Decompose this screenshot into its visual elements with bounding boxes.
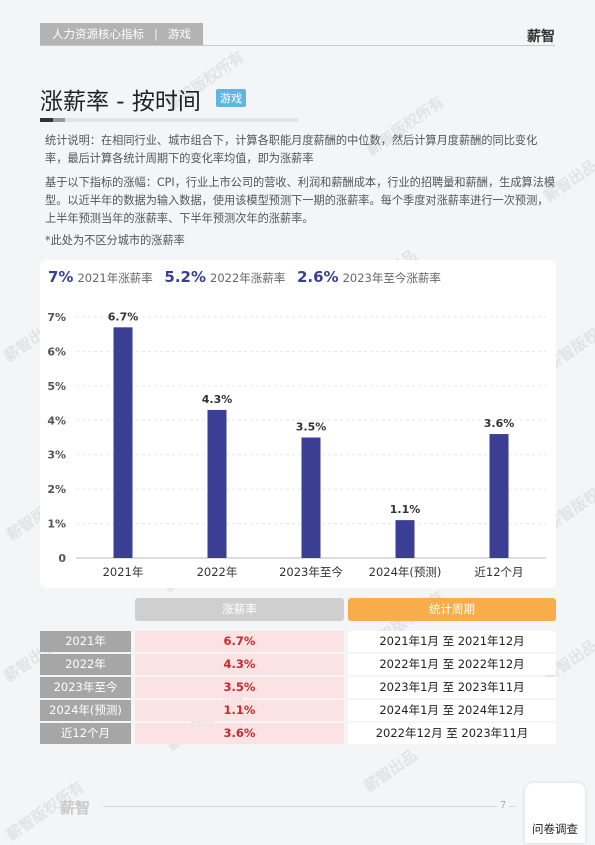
y-tick-label: 2% — [47, 483, 66, 496]
row-rate: 6.7% — [135, 631, 344, 652]
row-rate: 3.6% — [135, 723, 344, 744]
brand-logo: 薪智 — [527, 29, 555, 45]
summary-value: 5.2% — [164, 268, 207, 286]
header-divider — [40, 45, 555, 46]
y-tick-label: 6% — [47, 345, 66, 358]
row-rate: 4.3% — [135, 654, 344, 675]
summary-label: 2023年至今涨薪率 — [342, 271, 441, 285]
y-tick-label: 3% — [47, 449, 66, 462]
bar — [395, 520, 415, 558]
breadcrumb: 人力资源核心指标 | 游戏 — [40, 23, 203, 45]
row-period: 2022年1月 至 2022年12月 — [348, 654, 556, 675]
bar — [489, 434, 509, 558]
bar-value-label: 6.7% — [108, 310, 139, 323]
x-tick-label: 2022年 — [197, 565, 238, 579]
breadcrumb-separator: | — [154, 27, 158, 41]
y-tick-label: 1% — [47, 518, 66, 531]
y-tick-label: 4% — [47, 414, 66, 427]
row-rate: 1.1% — [135, 700, 344, 721]
row-name: 近12个月 — [40, 723, 131, 744]
bar-value-label: 1.1% — [390, 503, 421, 516]
footer-divider — [103, 806, 515, 807]
survey-button[interactable]: 问卷调查 — [525, 783, 585, 843]
table-row: 2024年(预测) 1.1% 2024年1月 至 2024年12月 — [40, 700, 556, 721]
bar — [113, 327, 133, 558]
description-method: 统计说明：在相同行业、城市组合下，计算各职能月度薪酬的中位数，然后计算月度薪酬的… — [45, 134, 538, 165]
x-tick-label: 近12个月 — [474, 565, 523, 579]
summary-label: 2021年涨薪率 — [77, 271, 153, 285]
title-underline — [40, 118, 298, 122]
survey-label: 问卷调查 — [532, 822, 578, 836]
x-tick-label: 2021年 — [103, 565, 144, 579]
industry-tag: 游戏 — [216, 89, 246, 107]
description-note: *此处为不区分城市的涨薪率 — [45, 234, 185, 247]
row-name: 2021年 — [40, 631, 131, 652]
x-tick-label: 2024年(预测) — [369, 565, 442, 579]
row-name: 2022年 — [40, 654, 131, 675]
bar-value-label: 3.5% — [296, 421, 327, 434]
row-period: 2023年1月 至 2023年11月 — [348, 677, 556, 698]
table-header-period: 统计周期 — [348, 598, 556, 621]
bar-chart: 0 1% 2% 3% 4% 5% 6% 7% 6.7% 2021年 4.3% 2022年 3.5% 202… — [47, 310, 546, 579]
summary-label: 2022年涨薪率 — [210, 271, 286, 285]
row-name: 2024年(预测) — [40, 700, 131, 721]
footer-logo: 薪智 — [60, 799, 91, 817]
table-row: 2023年至今 3.5% 2023年1月 至 2023年11月 — [40, 677, 556, 698]
y-tick-label: 5% — [47, 380, 66, 393]
bar — [207, 409, 227, 558]
summary-value: 7% — [48, 268, 74, 286]
page-number: 7 — [497, 800, 510, 811]
table-header-rate: 涨薪率 — [135, 598, 344, 621]
chart-card: 7% 2021年涨薪率 5.2% 2022年涨薪率 2.6% 2023年至今涨薪率 0… — [40, 260, 556, 588]
bar — [301, 437, 321, 558]
page-title: 涨薪率 - 按时间 — [40, 89, 201, 115]
bar-value-label: 3.6% — [484, 417, 515, 430]
y-tick-label: 7% — [47, 311, 66, 324]
row-period: 2024年1月 至 2024年12月 — [348, 700, 556, 721]
breadcrumb-sub[interactable]: 游戏 — [167, 27, 191, 41]
table-row: 2021年 6.7% 2021年1月 至 2021年12月 — [40, 631, 556, 652]
description-model: 基于以下指标的涨幅：CPI，行业上市公司的营收、利润和薪酬成本，行业的招聘量和薪… — [45, 176, 556, 225]
row-period: 2022年12月 至 2023年11月 — [348, 723, 556, 744]
table-row: 2022年 4.3% 2022年1月 至 2022年12月 — [40, 654, 556, 675]
summary-value: 2.6% — [296, 268, 339, 286]
row-period: 2021年1月 至 2021年12月 — [348, 631, 556, 652]
table-row: 近12个月 3.6% 2022年12月 至 2023年11月 — [40, 723, 556, 744]
y-tick-label: 0 — [58, 552, 66, 565]
summary-stats: 7% 2021年涨薪率 5.2% 2022年涨薪率 2.6% 2023年至今涨薪率 — [48, 268, 449, 286]
row-name: 2023年至今 — [40, 677, 131, 698]
x-tick-label: 2023年至今 — [279, 565, 343, 579]
bar-value-label: 4.3% — [202, 393, 233, 406]
row-rate: 3.5% — [135, 677, 344, 698]
breadcrumb-main[interactable]: 人力资源核心指标 — [52, 27, 144, 41]
